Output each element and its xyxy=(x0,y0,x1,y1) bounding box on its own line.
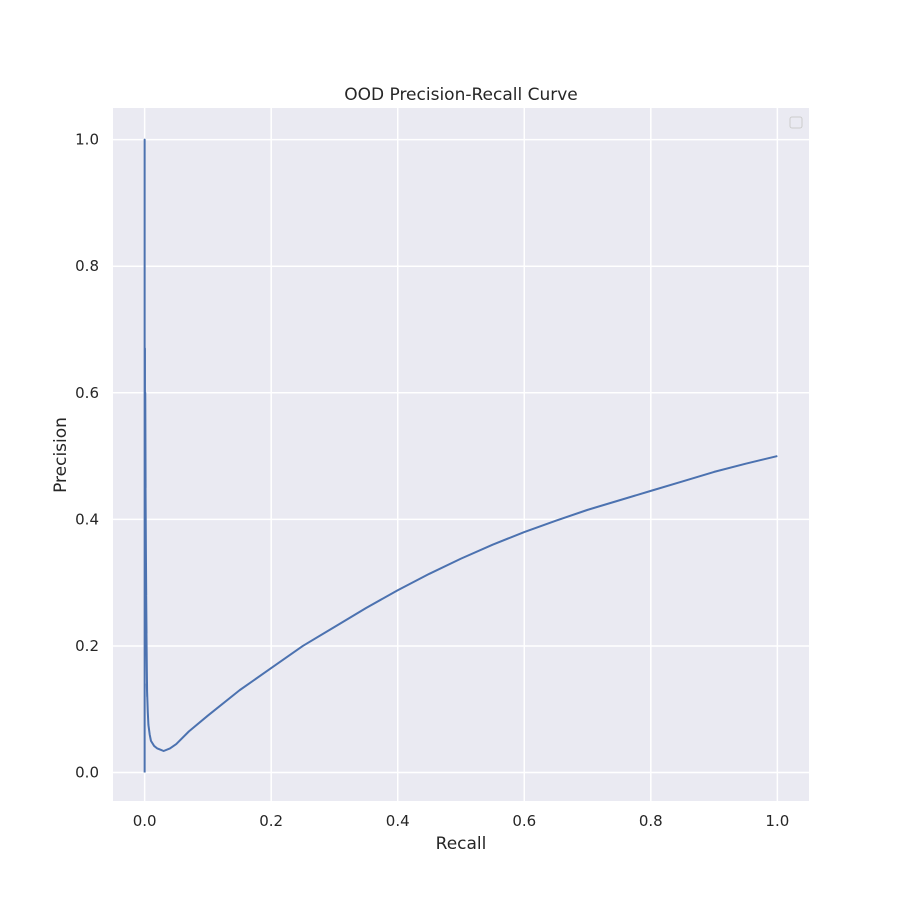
x-tick-label: 1.0 xyxy=(765,812,789,830)
y-tick-label: 1.0 xyxy=(75,131,99,149)
y-tick-label: 0.8 xyxy=(75,257,99,275)
grid xyxy=(113,108,809,801)
y-tick-label: 0.4 xyxy=(75,510,99,528)
pr-curve-line xyxy=(143,138,778,773)
chart-title: OOD Precision-Recall Curve xyxy=(344,85,578,105)
y-tick-label: 0.0 xyxy=(75,764,99,782)
x-axis-label: Recall xyxy=(436,834,487,854)
series-layer xyxy=(143,138,778,773)
y-tick-label: 0.2 xyxy=(75,637,99,655)
x-tick-label: 0.8 xyxy=(639,812,663,830)
y-axis-ticks: 0.0 0.2 0.4 0.6 0.8 1.0 xyxy=(75,131,99,782)
x-tick-label: 0.2 xyxy=(259,812,283,830)
y-tick-label: 0.6 xyxy=(75,384,99,402)
x-axis-ticks: 0.0 0.2 0.4 0.6 0.8 1.0 xyxy=(133,812,790,830)
x-tick-label: 0.4 xyxy=(386,812,410,830)
x-tick-label: 0.0 xyxy=(133,812,157,830)
x-tick-label: 0.6 xyxy=(512,812,536,830)
legend-box xyxy=(789,116,803,129)
y-axis-label: Precision xyxy=(51,417,71,493)
plot-background xyxy=(113,108,809,801)
